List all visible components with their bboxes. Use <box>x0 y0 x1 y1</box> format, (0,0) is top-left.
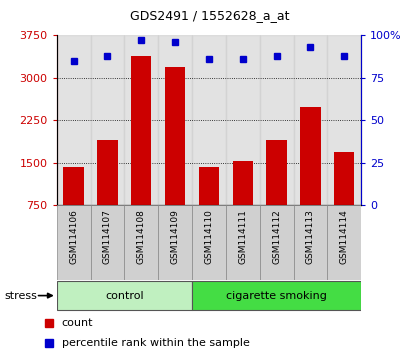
Text: GSM114106: GSM114106 <box>69 209 78 264</box>
Text: GSM114107: GSM114107 <box>103 209 112 264</box>
Text: GSM114114: GSM114114 <box>340 209 349 264</box>
Text: GSM114110: GSM114110 <box>205 209 213 264</box>
Text: cigarette smoking: cigarette smoking <box>226 291 327 301</box>
Bar <box>57 35 91 205</box>
Bar <box>192 281 361 310</box>
Bar <box>260 205 294 280</box>
Text: GSM114113: GSM114113 <box>306 209 315 264</box>
Bar <box>192 35 226 205</box>
Bar <box>91 35 124 205</box>
Bar <box>199 167 219 205</box>
Bar <box>158 35 192 205</box>
Bar <box>300 107 320 205</box>
Bar <box>57 205 91 280</box>
Bar <box>158 205 192 280</box>
Bar <box>233 161 253 205</box>
Bar <box>334 152 354 205</box>
Text: GSM114108: GSM114108 <box>137 209 146 264</box>
Bar <box>327 35 361 205</box>
Text: GSM114109: GSM114109 <box>171 209 180 264</box>
Bar <box>327 205 361 280</box>
Bar <box>124 35 158 205</box>
Bar <box>226 205 260 280</box>
Bar <box>91 205 124 280</box>
Bar <box>63 167 84 205</box>
Text: control: control <box>105 291 144 301</box>
Text: percentile rank within the sample: percentile rank within the sample <box>62 338 249 348</box>
Bar <box>131 56 152 205</box>
Bar <box>266 140 287 205</box>
Bar <box>260 35 294 205</box>
Text: GSM114112: GSM114112 <box>272 209 281 264</box>
Bar <box>57 281 192 310</box>
Text: stress: stress <box>4 291 37 301</box>
Bar <box>226 35 260 205</box>
Text: GSM114111: GSM114111 <box>238 209 247 264</box>
Bar <box>192 205 226 280</box>
Bar <box>294 35 327 205</box>
Bar <box>294 205 327 280</box>
Text: count: count <box>62 318 93 329</box>
Text: GDS2491 / 1552628_a_at: GDS2491 / 1552628_a_at <box>130 9 290 22</box>
Bar <box>97 140 118 205</box>
Bar <box>124 205 158 280</box>
Bar <box>165 67 185 205</box>
